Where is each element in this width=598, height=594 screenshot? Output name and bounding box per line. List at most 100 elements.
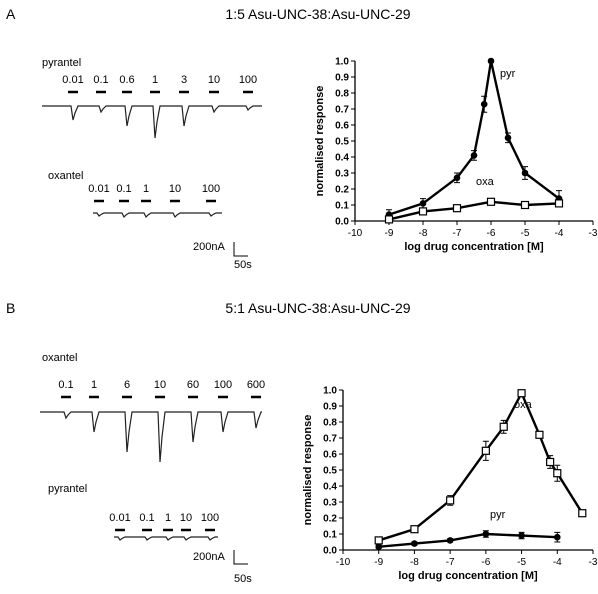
data-point-pyr <box>419 200 427 207</box>
panel-b-letter: B <box>6 300 15 316</box>
data-point-pyr <box>480 100 488 108</box>
panel-a-scale-current: 200nA <box>193 241 225 253</box>
data-point-oxa <box>535 430 544 439</box>
concentration-label: 0.1 <box>139 512 154 524</box>
data-point-oxa <box>486 197 496 206</box>
concentration-label: 1 <box>143 183 149 195</box>
y-tick-label: 0.4 <box>335 153 349 164</box>
concentration-label: 1 <box>91 379 97 391</box>
data-point-pyr <box>453 174 461 182</box>
y-tick-label: 0.1 <box>335 201 349 212</box>
y-tick-label: 0.0 <box>323 546 337 557</box>
concentration-label: 60 <box>187 379 199 391</box>
x-tick-label: -7 <box>446 557 455 568</box>
series-line-oxa <box>378 390 584 542</box>
concentration-label: 6 <box>124 379 130 391</box>
concentration-label: 10 <box>208 74 220 86</box>
data-point-oxa <box>418 207 428 216</box>
concentration-label: 1 <box>165 512 171 524</box>
concentration-label: 3 <box>181 74 187 86</box>
y-tick-label: 0.1 <box>323 530 337 541</box>
y-tick-label: 0.6 <box>335 121 349 132</box>
data-point-pyr <box>446 537 454 544</box>
concentration-label: 0.01 <box>88 183 109 195</box>
data-point-pyr <box>518 532 525 539</box>
x-tick-label: -4 <box>553 557 562 568</box>
panel-b: B 5:1 Asu-UNC-38:Asu-UNC-29 oxantel 0.1 1… <box>6 300 598 585</box>
y-tick-label: 0.4 <box>323 482 337 493</box>
panel-b-scale-current: 200nA <box>193 551 225 563</box>
data-point-pyr <box>470 152 478 159</box>
concentration-label: 600 <box>247 379 265 391</box>
y-tick-label: 0.8 <box>335 89 349 100</box>
panel-a-trace-2-drug: oxantel <box>48 170 83 182</box>
x-tick-label: -3 <box>589 557 598 568</box>
x-tick-label: -10 <box>348 228 363 239</box>
data-point-oxa <box>374 536 383 545</box>
panel-b-title: 5:1 Asu-UNC-38:Asu-UNC-29 <box>225 300 410 316</box>
series-label-pyr: pyr <box>490 509 506 521</box>
data-point-oxa <box>578 509 587 518</box>
x-tick-label: -9 <box>374 557 383 568</box>
panel-b-scale-time: 50s <box>234 573 252 585</box>
panel-a-scale-bar: 200nA 50s <box>193 241 252 271</box>
x-tick-label: -3 <box>589 228 598 239</box>
x-tick-label: -7 <box>453 228 462 239</box>
current-trace <box>42 105 262 139</box>
panel-b-trace-2-drug: pyrantel <box>48 483 87 495</box>
data-point-oxa <box>553 469 562 478</box>
y-tick-label: 0.3 <box>335 169 349 180</box>
data-point-oxa <box>410 525 419 534</box>
panel-a-trace-1: pyrantel 0.01 0.1 0.6 1 3 10 100 <box>42 57 262 139</box>
x-tick-label: -6 <box>487 228 496 239</box>
current-trace <box>40 411 262 463</box>
concentration-label: 100 <box>239 74 257 86</box>
data-point-pyr <box>553 533 561 541</box>
panel-a-scale-time: 50s <box>234 259 252 271</box>
panel-a-trace-1-drug: pyrantel <box>42 57 81 69</box>
data-point-pyr <box>487 57 495 65</box>
y-tick-label: 0.6 <box>323 450 337 461</box>
x-tick-label: -6 <box>481 557 490 568</box>
concentration-label: 10 <box>169 183 181 195</box>
data-point-pyr <box>521 169 529 177</box>
x-axis-label: log drug concentration [M] <box>404 241 544 253</box>
series-label-oxa: oxa <box>514 399 533 411</box>
data-point-oxa <box>554 199 564 208</box>
concentration-label: 100 <box>202 183 220 195</box>
series-label-oxa: oxa <box>476 176 495 188</box>
panel-b-trace-2: pyrantel 0.01 0.1 1 10 100 <box>48 483 219 541</box>
y-tick-label: 0.7 <box>335 105 349 116</box>
panel-b-trace-1-drug: oxantel <box>42 352 77 364</box>
y-tick-label: 0.8 <box>323 418 337 429</box>
data-point-pyr <box>482 530 490 538</box>
data-point-oxa <box>481 446 490 455</box>
concentration-label: 0.1 <box>58 379 73 391</box>
panel-a-trace-2: oxantel 0.01 0.1 1 10 100 <box>48 170 222 219</box>
y-tick-label: 0.5 <box>335 137 349 148</box>
data-point-oxa <box>546 457 555 467</box>
data-point-oxa <box>446 496 455 505</box>
data-point-pyr <box>504 134 512 142</box>
y-tick-label: 0.5 <box>323 466 337 477</box>
panel-b-chart: 0.0 0.1 0.2 0.3 0.4 0.5 0.6 0.7 0.8 0.9 1.0 -10 -9 -8… <box>302 386 598 583</box>
concentration-label: 1 <box>152 74 158 86</box>
panel-a-chart: 0.0 0.1 0.2 0.3 0.4 0.5 0.6 0.7 0.8 0.9 1.0 -10 -9 -8… <box>314 57 598 254</box>
panel-b-trace-1: oxantel 0.1 1 6 10 60 100 600 <box>40 352 265 463</box>
x-tick-label: -5 <box>521 228 530 239</box>
x-tick-label: -9 <box>385 228 394 239</box>
data-point-pyr <box>411 540 418 547</box>
panel-a: A 1:5 Asu-UNC-38:Asu-UNC-29 pyrantel 0.0… <box>6 6 598 271</box>
x-tick-label: -4 <box>555 228 564 239</box>
x-axis-label: log drug concentration [M] <box>398 570 538 582</box>
x-tick-label: -8 <box>419 228 428 239</box>
y-tick-label: 0.9 <box>323 402 337 413</box>
y-tick-label: 0.2 <box>335 185 349 196</box>
panel-b-scale-bar: 200nA 50s <box>193 550 252 585</box>
concentration-label: 100 <box>201 512 219 524</box>
concentration-label: 0.01 <box>109 512 130 524</box>
concentration-label: 0.1 <box>93 74 108 86</box>
data-point-oxa <box>384 215 394 224</box>
concentration-label: 100 <box>214 379 232 391</box>
